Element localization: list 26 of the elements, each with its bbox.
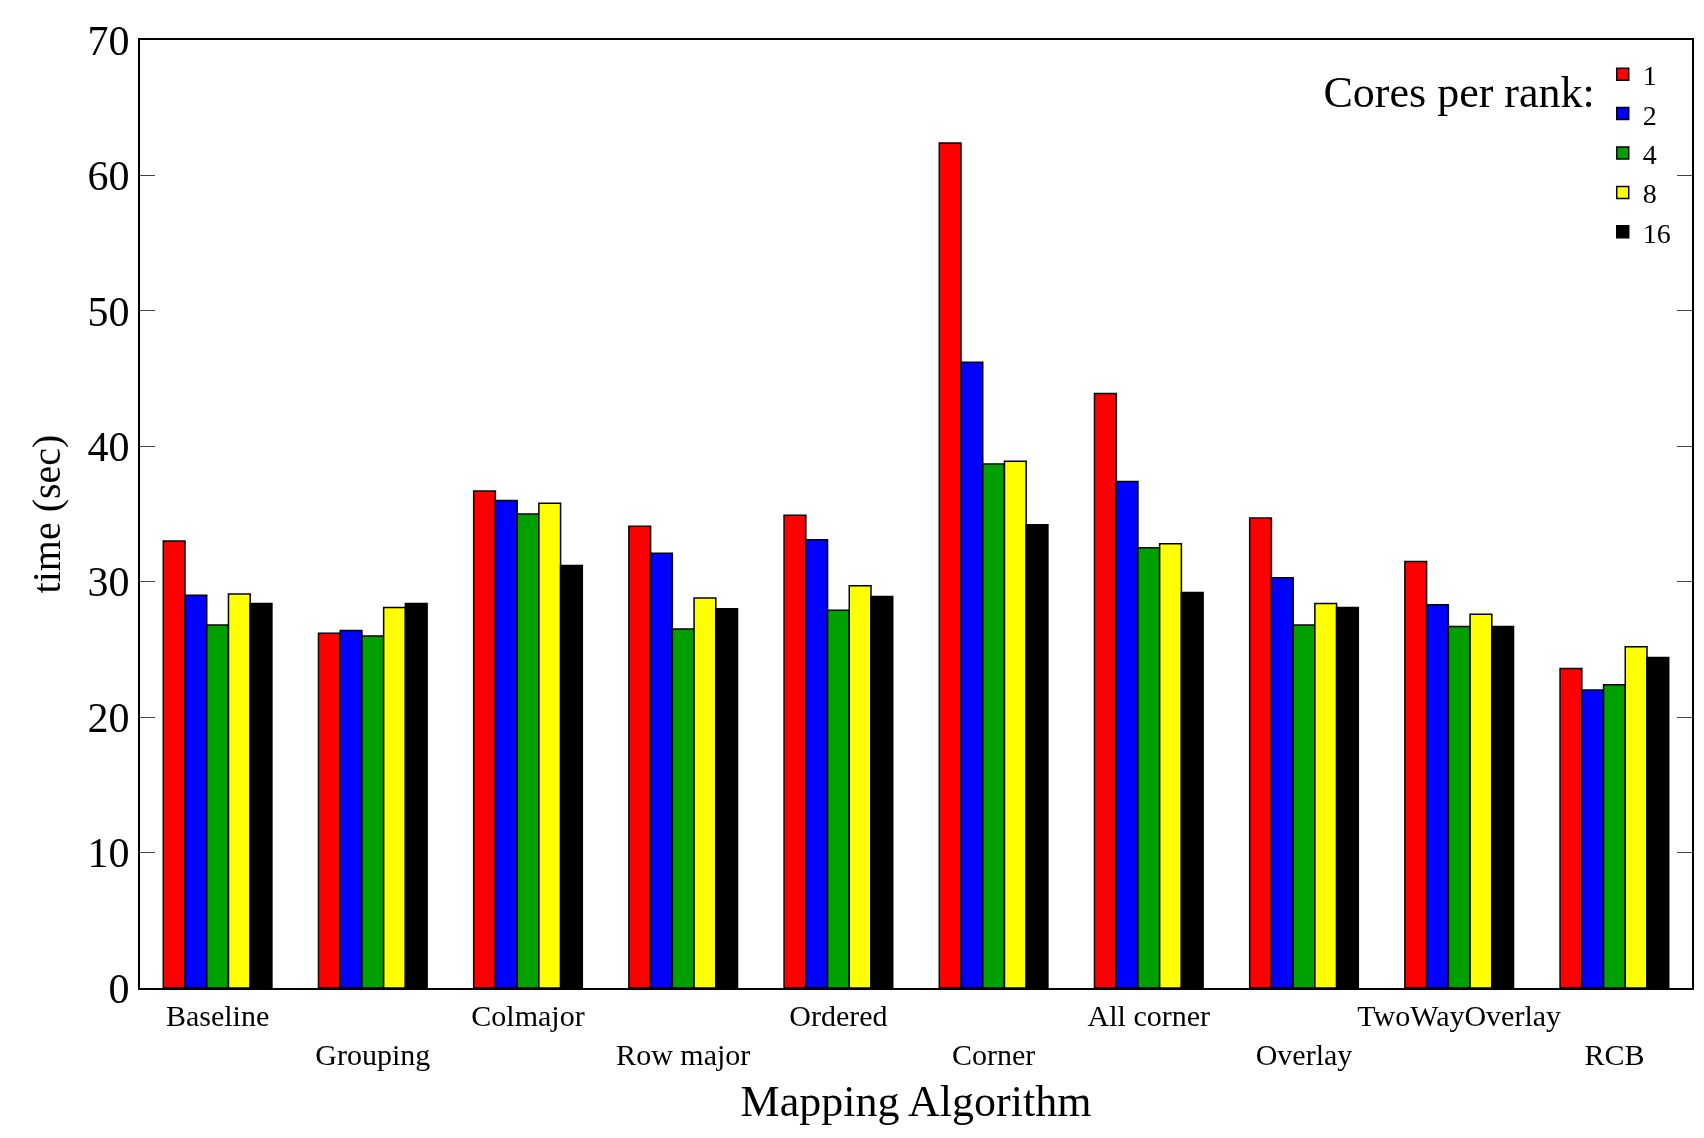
y-tick-label: 20 [87, 694, 130, 741]
x-tick-label: All corner [1087, 999, 1211, 1032]
y-tick-label: 40 [87, 423, 130, 470]
x-tick-label: Row major [616, 1038, 751, 1071]
legend-label: 16 [1642, 217, 1671, 249]
x-tick-label: RCB [1584, 1038, 1645, 1071]
legend-title: Cores per rank: [1323, 67, 1595, 117]
y-tick-label: 50 [87, 288, 130, 335]
x-tick-label: Grouping [315, 1038, 431, 1071]
legend-label: 4 [1642, 138, 1657, 170]
y-tick-label: 70 [87, 17, 130, 64]
x-tick-label: Ordered [789, 999, 888, 1032]
x-tick-label: Baseline [165, 999, 270, 1032]
x-tick-label: Colmajor [471, 999, 585, 1032]
y-tick-label: 0 [108, 965, 130, 1012]
y-axis-title: time (sec) [23, 434, 69, 594]
y-tick-label: 60 [87, 153, 130, 200]
x-tick-label: Overlay [1255, 1038, 1353, 1071]
y-tick-label: 30 [87, 559, 130, 606]
x-axis-title: Mapping Algorithm [740, 1076, 1092, 1126]
x-tick-label: TwoWayOverlay [1357, 999, 1562, 1032]
x-tick-label: Corner [951, 1038, 1036, 1071]
legend-label: 1 [1642, 60, 1657, 92]
y-tick-label: 10 [87, 830, 130, 877]
legend-label: 2 [1642, 99, 1657, 131]
legend-label: 8 [1642, 178, 1657, 210]
